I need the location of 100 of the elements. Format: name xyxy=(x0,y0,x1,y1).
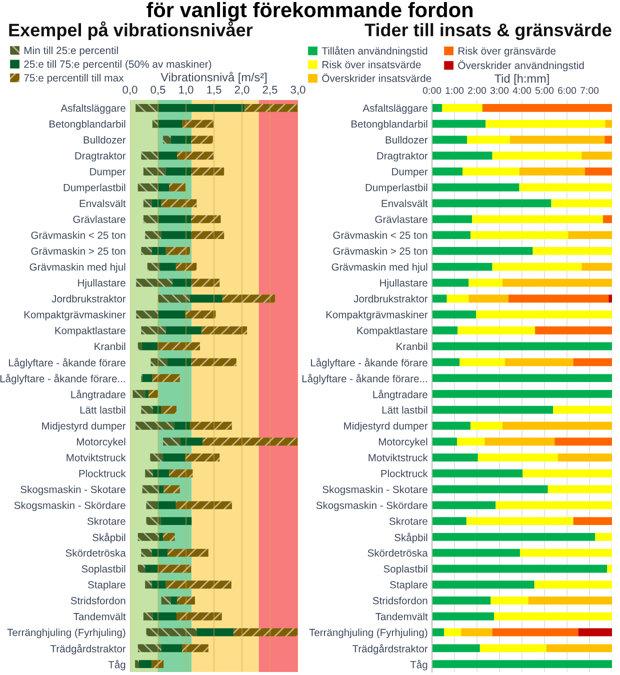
bar xyxy=(432,104,442,112)
bar xyxy=(164,485,180,494)
bar xyxy=(608,294,612,303)
legend-label: Överskrider användningstid xyxy=(458,60,584,72)
x-tick-label: 2:00 xyxy=(468,87,486,94)
bar xyxy=(191,278,220,287)
bar xyxy=(159,485,164,494)
bar xyxy=(163,136,171,144)
bar xyxy=(432,390,612,398)
bar xyxy=(510,136,605,144)
y-tick-label: Skåpbil xyxy=(92,532,126,544)
y-tick-label: Grävmaskin > 25 ton xyxy=(333,247,428,255)
x-tick-label: 4:00 xyxy=(512,87,532,94)
bar xyxy=(185,310,216,318)
bar xyxy=(467,136,510,144)
bar xyxy=(573,358,612,366)
bar xyxy=(138,660,152,668)
bar xyxy=(152,548,168,557)
bar xyxy=(202,326,248,334)
bar xyxy=(432,246,533,255)
bar xyxy=(202,438,298,446)
bar xyxy=(163,454,186,462)
y-tick-label: Grävlastare xyxy=(375,215,428,223)
bar xyxy=(462,168,520,176)
bar xyxy=(532,246,612,255)
y-tick-label: Tåg xyxy=(108,660,126,670)
y-tick-label: Terränghjuling (Fyrhjuling) xyxy=(7,628,126,638)
bar xyxy=(432,469,523,478)
y-tick-label: Tandemvält xyxy=(376,612,428,620)
bar xyxy=(190,294,222,303)
legend-label: Min till 25:e percentil xyxy=(24,46,118,56)
bar xyxy=(551,199,612,208)
bar xyxy=(460,358,505,366)
y-tick-label: Skogsmaskin - Skördare xyxy=(14,501,126,512)
bar xyxy=(432,262,492,271)
y-tick-label: Hjullastare xyxy=(380,279,428,289)
y-tick-label: Skördetröska xyxy=(66,549,126,557)
bar xyxy=(136,104,159,112)
y-tick-label: Stridsfordon xyxy=(70,596,126,604)
y-tick-label: Jordbrukstraktor xyxy=(354,294,428,302)
bar xyxy=(484,438,555,446)
bar xyxy=(595,532,612,541)
bar xyxy=(582,262,612,271)
bar xyxy=(176,501,232,510)
x-tick-label: 1,0 xyxy=(179,86,194,95)
y-tick-label: Kompaktlastare xyxy=(357,326,428,336)
x-tick-label: 0:00 xyxy=(422,87,442,94)
bar xyxy=(161,644,182,652)
x-tick-label: 0,0 xyxy=(122,86,138,95)
bar xyxy=(508,294,609,303)
y-tick-label: Motorcykel xyxy=(378,438,428,448)
bar xyxy=(432,136,468,144)
bar xyxy=(558,454,612,462)
bar xyxy=(191,215,221,224)
bar xyxy=(585,168,612,176)
bar xyxy=(166,168,192,176)
bar xyxy=(141,406,153,414)
bar xyxy=(141,246,152,255)
bar xyxy=(136,422,174,430)
bar xyxy=(185,454,220,462)
bar xyxy=(166,246,190,255)
bar xyxy=(482,104,612,112)
y-tick-label: Terränghjuling (Fyrhjuling) xyxy=(309,628,428,638)
x-tick-label: 2,5 xyxy=(262,86,278,95)
bar xyxy=(141,548,152,557)
y-tick-label: Dragtraktor xyxy=(75,152,126,162)
bar xyxy=(146,501,156,510)
bar xyxy=(605,120,612,128)
bar xyxy=(190,422,232,430)
bar xyxy=(528,596,612,604)
y-tick-label: Grävmaskin med hjul xyxy=(332,263,428,273)
bar xyxy=(432,564,608,573)
bar xyxy=(604,136,612,144)
bar xyxy=(161,231,192,240)
bar xyxy=(146,517,161,526)
bar xyxy=(145,390,148,398)
bar xyxy=(553,406,612,414)
bar xyxy=(141,326,166,334)
bar xyxy=(160,517,192,526)
y-tick-label: Låglyftare - åkande förare... xyxy=(0,374,125,384)
bar xyxy=(442,104,482,112)
y-tick-label: Dumperlastbil xyxy=(366,184,428,194)
y-tick-label: Asfaltsläggare xyxy=(362,104,428,114)
bar xyxy=(191,136,213,144)
y-tick-label: Bulldozer xyxy=(84,136,126,144)
bar xyxy=(607,564,612,573)
bar xyxy=(234,628,298,636)
y-tick-label: Soplastbil xyxy=(384,565,428,575)
bar xyxy=(142,342,158,350)
x-tick-label: 6:00 xyxy=(558,87,576,94)
bar xyxy=(191,168,224,176)
y-tick-label: Grävmaskin med hjul xyxy=(30,263,126,273)
bar xyxy=(432,294,447,303)
y-tick-label: Skogsmaskin - Skördare xyxy=(316,501,428,512)
bar xyxy=(432,596,491,604)
x-tick-label: 0,5 xyxy=(150,86,166,95)
bar xyxy=(444,628,462,636)
bar xyxy=(138,342,142,350)
bar xyxy=(492,628,578,636)
bar xyxy=(170,136,192,144)
